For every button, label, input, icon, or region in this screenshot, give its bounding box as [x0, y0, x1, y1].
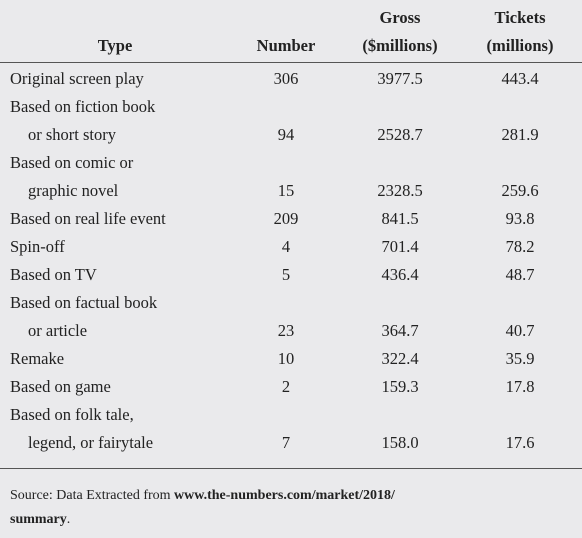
header-tickets-line1: Tickets: [494, 8, 546, 27]
header-gross-line1: Gross: [379, 8, 421, 27]
source-link-line1: www.the-numbers.com/market/2018/: [174, 488, 395, 503]
header-gross-line2: ($millions): [362, 36, 438, 55]
row-type: Spin-off: [10, 237, 65, 256]
row-type-continued: or article: [28, 321, 88, 340]
row-gross: 322.4: [381, 349, 419, 368]
row-number: 23: [277, 321, 295, 340]
row-type: Based on real life event: [10, 209, 166, 228]
row-type: Based on fiction book: [10, 97, 156, 116]
row-tickets: 17.6: [505, 433, 535, 452]
row-number: 2: [281, 377, 291, 396]
header-tickets-line2: (millions): [486, 36, 554, 55]
row-gross: 701.4: [381, 237, 419, 256]
row-tickets: 443.4: [501, 69, 539, 88]
row-type: Remake: [10, 349, 65, 368]
row-number: 94: [277, 125, 295, 144]
row-gross: 2528.7: [377, 125, 423, 144]
row-tickets: 48.7: [505, 265, 535, 284]
row-tickets: 259.6: [501, 181, 539, 200]
row-type: Based on factual book: [10, 293, 158, 312]
row-gross: 841.5: [381, 209, 419, 228]
row-type: Based on TV: [10, 265, 97, 284]
header-number: Number: [256, 36, 316, 55]
row-type-continued: or short story: [28, 125, 116, 144]
row-number: 4: [281, 237, 291, 256]
row-type: Based on folk tale,: [10, 405, 134, 424]
row-number: 15: [277, 181, 295, 200]
row-tickets: 78.2: [505, 237, 535, 256]
header-rule: [0, 62, 582, 63]
row-number: 209: [273, 209, 299, 228]
footer-rule: [0, 468, 582, 469]
row-number: 7: [281, 433, 291, 452]
row-tickets: 281.9: [501, 125, 539, 144]
row-gross: 158.0: [381, 433, 419, 452]
row-gross: 2328.5: [377, 181, 423, 200]
table-header: Type Number Gross ($millions) Tickets (m…: [0, 0, 582, 62]
header-type: Type: [97, 36, 133, 55]
row-number: 306: [273, 69, 299, 88]
row-number: 5: [281, 265, 291, 284]
source-suffix: .: [66, 512, 71, 527]
source-link-line2: summary: [10, 512, 67, 527]
row-tickets: 93.8: [505, 209, 535, 228]
row-tickets: 40.7: [505, 321, 535, 340]
row-type-continued: graphic novel: [28, 181, 119, 200]
row-type-continued: legend, or fairytale: [28, 433, 154, 452]
row-gross: 3977.5: [377, 69, 423, 88]
row-gross: 364.7: [381, 321, 419, 340]
row-number: 10: [277, 349, 295, 368]
row-tickets: 17.8: [505, 377, 535, 396]
row-type: Based on comic or: [10, 153, 134, 172]
source-prefix: Source: Data Extracted from: [10, 488, 175, 503]
row-gross: 436.4: [381, 265, 419, 284]
row-type: Based on game: [10, 377, 111, 396]
row-type: Original screen play: [10, 69, 144, 88]
row-gross: 159.3: [381, 377, 419, 396]
row-tickets: 35.9: [505, 349, 535, 368]
source-note: Source: Data Extracted from www.the-numb…: [10, 484, 570, 532]
